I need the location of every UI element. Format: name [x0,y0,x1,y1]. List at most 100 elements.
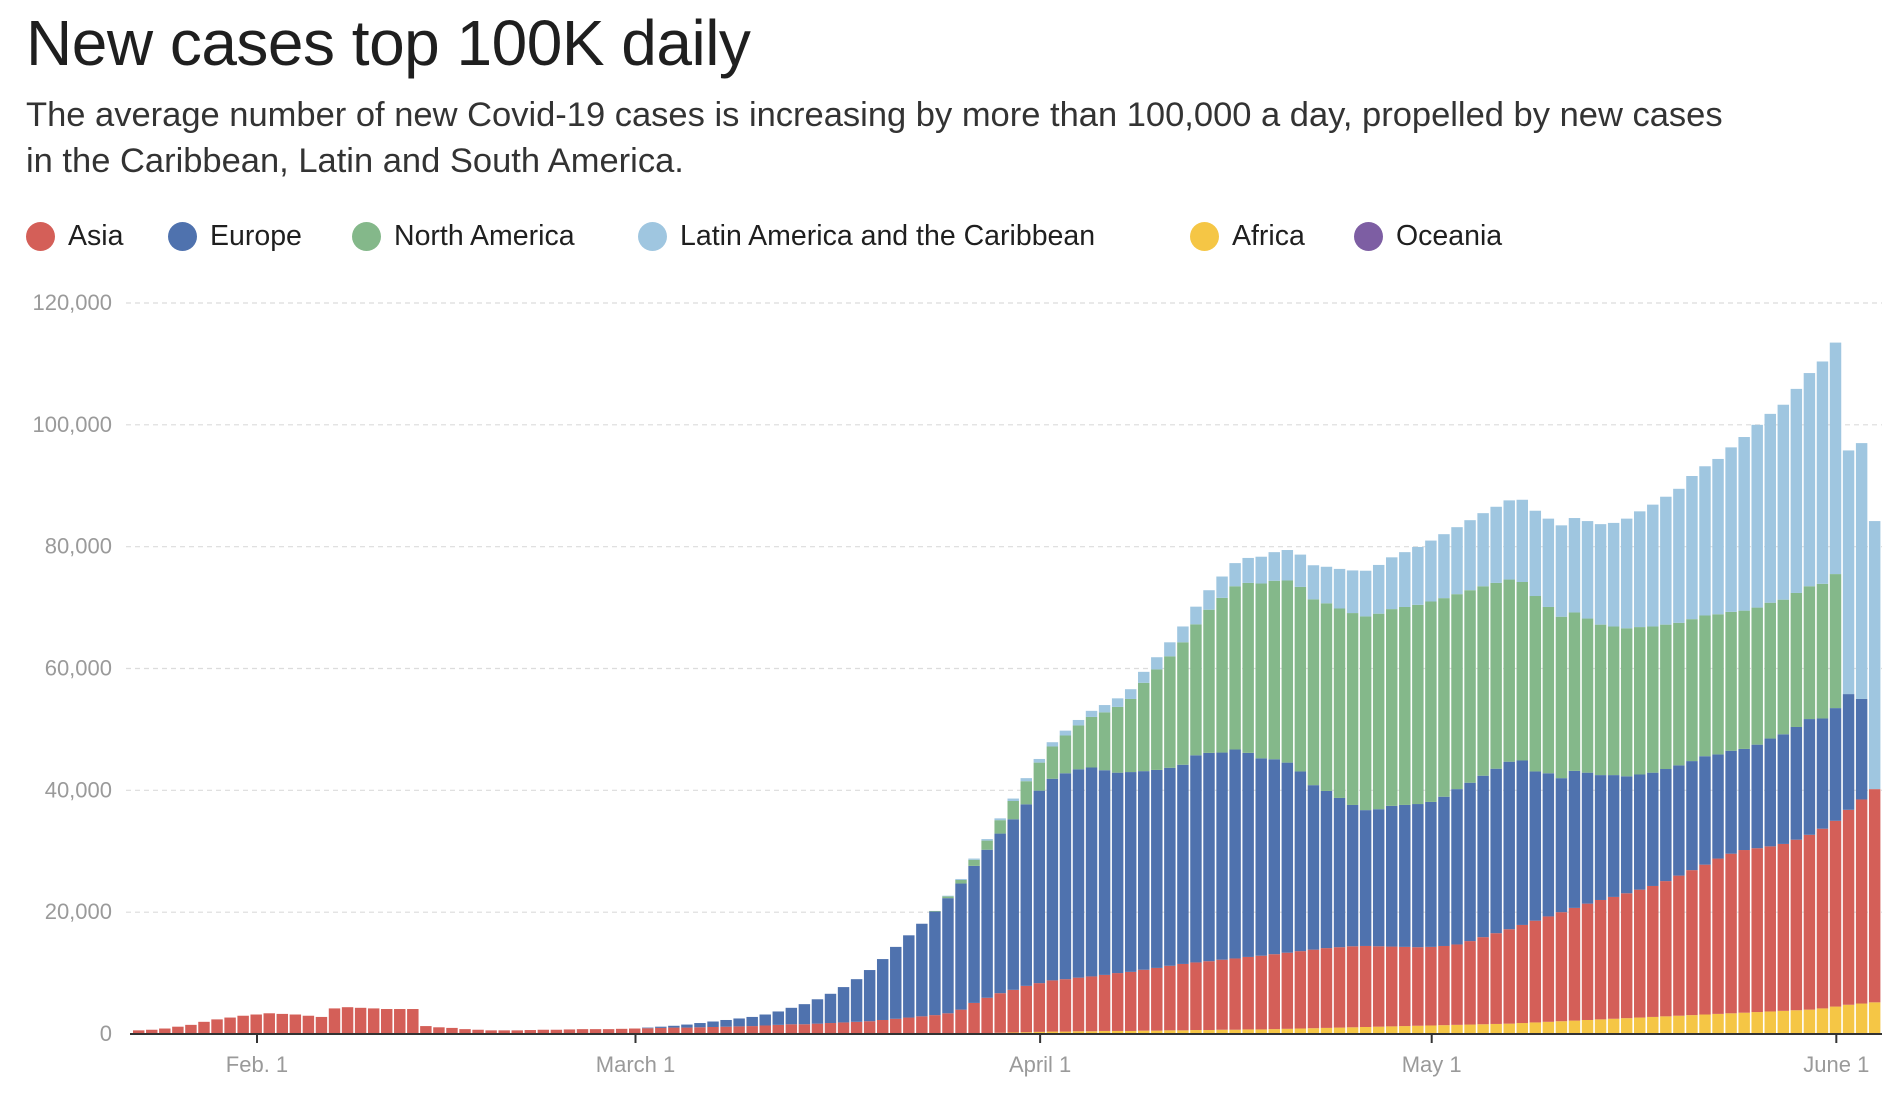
bar-segment-north-america [1255,583,1267,759]
bar-segment-latin-america-and-the-caribbean [1294,554,1307,587]
bar-segment-asia [1242,956,1254,1030]
bar-segment-asia [1098,974,1111,1031]
bar-segment-europe [1399,804,1411,947]
bar-segment-latin-america-and-the-caribbean [1138,671,1150,683]
bar-segment-europe [1647,772,1659,886]
bar-segment-asia [1477,937,1489,1025]
bar-segment-europe [1829,708,1842,821]
bar-segment-africa [1164,1030,1176,1034]
bar-segment-latin-america-and-the-caribbean [1516,499,1528,582]
bar-segment-asia [433,1027,445,1034]
bar-segment-north-america [1216,597,1228,753]
bar-segment-europe [785,1007,798,1025]
bar-segment-north-america [1020,781,1032,805]
bar-segment-latin-america-and-the-caribbean [994,818,1006,821]
bar-segment-asia [720,1026,732,1034]
bar-segment-asia [159,1028,171,1034]
bar-segment-asia [981,997,993,1034]
legend-item-latin-america: Latin America and the Caribbean [638,216,1095,256]
bar-segment-asia [1660,881,1672,1017]
bar-segment-europe [903,935,915,1018]
bar-segment-north-america [1124,698,1137,773]
bar-segment-europe [1686,761,1698,871]
bar-segment-europe [1790,726,1803,840]
bar-segment-europe [1477,775,1489,938]
legend-item-asia: Asia [26,216,123,256]
bar-segment-north-america [1177,642,1189,765]
bar-segment-north-america [1529,596,1542,772]
bar-segment-asia [1712,858,1724,1014]
bar-segment-asia [642,1028,654,1034]
bar-segment-latin-america-and-the-caribbean [1490,506,1502,583]
bar-segment-asia [994,993,1006,1033]
bar-segment-asia [1529,920,1542,1023]
bar-segment-north-america [1359,616,1372,811]
bar-segment-europe [876,959,889,1020]
bar-segment-africa [1555,1021,1568,1034]
bar-segment-asia [890,1018,902,1034]
bar-segment-asia [537,1029,550,1034]
bar-segment-africa [1399,1026,1411,1034]
y-tick-label: 100,000 [32,412,112,437]
bar-segment-africa [1477,1024,1489,1034]
bar-segment-latin-america-and-the-caribbean [955,878,967,880]
bar-segment-latin-america-and-the-caribbean [1333,568,1346,609]
bar-segment-africa [1868,1002,1881,1034]
bar-segment-latin-america-and-the-caribbean [1412,546,1424,605]
bar-segment-latin-america-and-the-caribbean [1790,388,1803,593]
bar-segment-europe [1581,772,1594,904]
bar-segment-europe [1307,785,1320,950]
bar-segment-europe [1007,819,1019,990]
bar-segment-europe [1059,773,1072,980]
bar-segment-africa [1046,1031,1059,1034]
bar-segment-asia [733,1026,745,1034]
bar-segment-europe [1164,767,1176,966]
bar-segment-asia [576,1029,589,1034]
legend: Asia Europe North America Latin America … [26,216,1726,256]
bar-segment-asia [942,1013,954,1034]
bar-segment-north-america [1281,580,1294,763]
bar-segment-europe [890,946,902,1019]
bar-segment-latin-america-and-the-caribbean [1386,557,1398,610]
bar-segment-latin-america-and-the-caribbean [1020,778,1032,782]
bar-segment-africa [1542,1021,1555,1034]
bar-segment-africa [1829,1006,1842,1034]
bar-segment-north-america [1333,608,1346,798]
bar-segment-latin-america-and-the-caribbean [1751,424,1763,608]
bar-segment-africa [1620,1018,1633,1034]
bar-segment-latin-america-and-the-caribbean [1190,606,1202,625]
bar-segment-asia [1686,870,1698,1016]
bar-segment-asia [1425,946,1437,1026]
bar-segment-europe [1542,773,1555,917]
bar-segment-europe [1555,778,1568,913]
bar-segment-latin-america-and-the-caribbean [1568,518,1581,613]
bar-segment-europe [772,1011,785,1025]
bar-segment-north-america [955,879,967,884]
bar-segment-africa [1660,1016,1672,1034]
legend-label-north-america: North America [394,219,575,252]
bar-segment-asia [1164,965,1176,1031]
bar-segment-asia [694,1027,706,1034]
bar-segment-asia [1490,933,1502,1024]
bar-segment-africa [1529,1022,1542,1034]
bar-segment-asia [903,1017,915,1034]
bar-segment-europe [981,849,993,998]
bar-segment-latin-america-and-the-caribbean [1072,719,1085,726]
bar-segment-latin-america-and-the-caribbean [1842,450,1855,695]
bar-segment-europe [1803,719,1816,835]
bar-segment-europe [1229,749,1241,959]
bar-segment-north-america [1555,616,1568,779]
bar-segment-asia [1581,903,1594,1020]
bar-segment-europe [720,1019,732,1027]
bar-segment-africa [1751,1012,1763,1034]
bar-segment-europe [1725,750,1737,854]
bar-segment-europe [1268,759,1280,955]
y-tick-label: 120,000 [32,290,112,315]
bar-segment-europe [1020,804,1032,986]
bar-segment-latin-america-and-the-caribbean [1868,521,1881,790]
bar-segment-latin-america-and-the-caribbean [1660,496,1672,625]
bar-segment-europe [1712,754,1724,859]
legend-swatch-africa [1190,221,1219,251]
bar-segment-africa [1725,1013,1737,1034]
bar-segment-north-america [1412,604,1424,805]
